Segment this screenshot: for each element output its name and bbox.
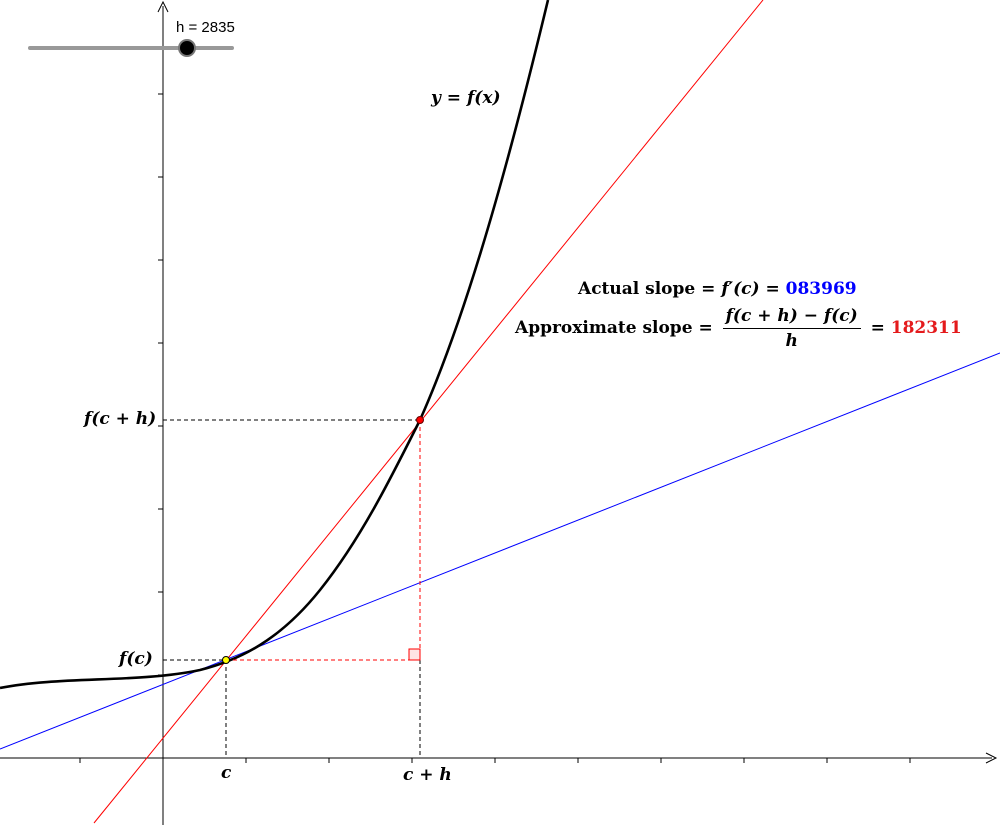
actual-slope-value: 083969 bbox=[785, 279, 857, 299]
x-label-c: c bbox=[221, 763, 232, 783]
approx-slope-value: 182311 bbox=[890, 318, 962, 338]
curve-label: y = f(x) bbox=[430, 88, 501, 108]
secant-line bbox=[93, 0, 764, 824]
point-c-plus-h[interactable] bbox=[416, 416, 424, 424]
actual-slope-title: Actual slope bbox=[578, 279, 696, 299]
approx-slope-equals-2: = bbox=[870, 318, 885, 338]
slider-label: h = 2835 bbox=[176, 19, 235, 36]
approx-slope-numerator: f(c + h) − f(c) bbox=[722, 306, 861, 329]
actual-slope-expression: f′(c) bbox=[721, 279, 760, 299]
approximate-slope: Approximate slope = f(c + h) − f(c) h = … bbox=[515, 306, 962, 351]
approx-slope-title: Approximate slope bbox=[515, 318, 693, 338]
x-axis-ticks bbox=[79, 758, 911, 763]
y-label-fch: f(c + h) bbox=[83, 409, 156, 429]
actual-slope-equals: = bbox=[701, 279, 716, 299]
x-label-c-plus-h: c + h bbox=[403, 765, 452, 785]
actual-slope: Actual slope = f′(c) = 083969 bbox=[578, 279, 857, 299]
actual-slope-equals-2: = bbox=[765, 279, 780, 299]
approx-slope-fraction: f(c + h) − f(c) h bbox=[722, 306, 861, 351]
right-angle-marker bbox=[408, 648, 421, 661]
function-curve bbox=[0, 0, 550, 690]
tangent-line bbox=[0, 352, 1000, 750]
y-axis-arrow bbox=[157, 0, 169, 13]
y-label-fc: f(c) bbox=[118, 649, 153, 669]
approx-slope-denominator: h bbox=[785, 331, 798, 351]
approx-slope-equals: = bbox=[698, 318, 713, 338]
x-axis-arrow bbox=[985, 752, 998, 764]
slider-handle[interactable] bbox=[178, 39, 196, 57]
point-c[interactable] bbox=[222, 656, 230, 664]
y-axis-ticks bbox=[158, 93, 163, 676]
